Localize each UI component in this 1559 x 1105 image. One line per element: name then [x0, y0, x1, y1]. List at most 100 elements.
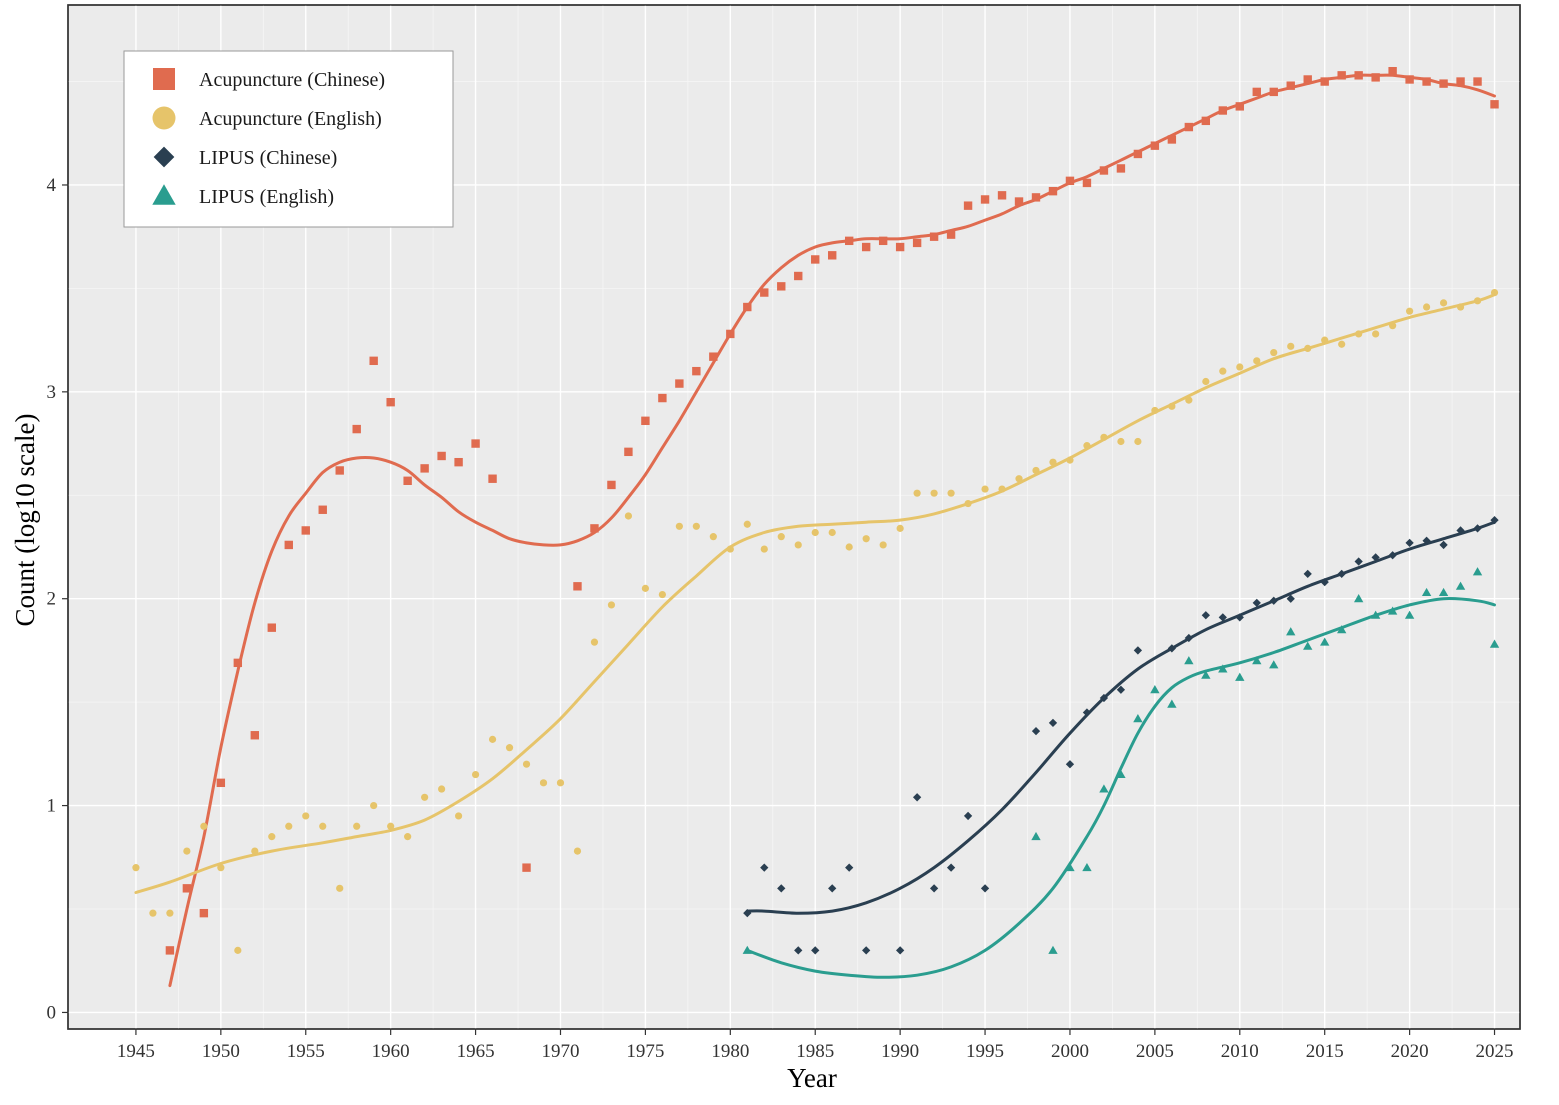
- point-acupuncture-chinese: [318, 505, 327, 514]
- point-acupuncture-english: [658, 590, 666, 599]
- point-acupuncture-chinese: [794, 271, 803, 281]
- point-acupuncture-chinese: [861, 242, 871, 252]
- point-acupuncture-english: [319, 822, 327, 830]
- trend-line-lipus-english: [745, 597, 1496, 979]
- point-acupuncture-chinese: [963, 201, 973, 210]
- point-lipus-chinese: [811, 946, 820, 955]
- point-lipus-english: [1455, 581, 1466, 590]
- point-acupuncture-english: [1287, 342, 1295, 350]
- trend-line-acupuncture-english: [134, 293, 1496, 894]
- point-acupuncture-english: [624, 512, 633, 520]
- point-acupuncture-english: [1049, 458, 1057, 466]
- point-lipus-chinese: [777, 884, 786, 893]
- point-acupuncture-english: [743, 520, 751, 528]
- point-lipus-chinese: [1456, 526, 1465, 535]
- point-lipus-chinese: [845, 863, 854, 872]
- point-lipus-chinese: [1201, 611, 1210, 620]
- point-acupuncture-english: [675, 522, 683, 530]
- point-acupuncture-english: [1185, 396, 1193, 404]
- point-acupuncture-english: [811, 528, 819, 537]
- point-lipus-chinese: [1388, 551, 1397, 560]
- plot-border: [67, 4, 1521, 1030]
- point-acupuncture-chinese: [182, 884, 192, 893]
- point-acupuncture-chinese: [352, 424, 361, 434]
- point-lipus-chinese: [946, 863, 956, 872]
- data-points: [132, 66, 1500, 955]
- point-acupuncture-chinese: [216, 778, 226, 788]
- point-lipus-chinese: [896, 946, 905, 955]
- point-acupuncture-chinese: [437, 451, 446, 461]
- point-lipus-chinese: [1337, 569, 1346, 579]
- x-tick-label: 1960: [372, 1041, 410, 1062]
- point-acupuncture-chinese: [1422, 77, 1431, 86]
- point-acupuncture-english: [692, 522, 700, 530]
- legend-key-lipus-english: [152, 184, 176, 205]
- point-lipus-chinese: [1371, 553, 1380, 562]
- point-acupuncture-chinese: [250, 731, 260, 740]
- point-acupuncture-english: [149, 909, 157, 917]
- point-acupuncture-chinese: [777, 282, 786, 291]
- axes: 1945 1950 1955 1960 1965 1970 1975 1980 1985 1990…: [47, 175, 1514, 1062]
- x-tick-label: 1980: [711, 1041, 749, 1062]
- point-lipus-chinese: [760, 863, 769, 872]
- point-acupuncture-chinese: [1337, 71, 1346, 80]
- point-acupuncture-chinese: [1235, 102, 1244, 111]
- point-acupuncture-chinese: [267, 623, 276, 632]
- point-acupuncture-chinese: [980, 195, 990, 204]
- point-acupuncture-chinese: [522, 863, 531, 872]
- point-acupuncture-english: [1066, 456, 1074, 464]
- point-lipus-chinese: [1303, 569, 1312, 579]
- point-acupuncture-chinese: [573, 582, 582, 591]
- point-lipus-english: [1065, 862, 1075, 872]
- point-lipus-english: [1303, 641, 1313, 650]
- point-acupuncture-chinese: [301, 526, 310, 535]
- point-acupuncture-chinese: [1286, 81, 1295, 90]
- point-acupuncture-english: [488, 735, 497, 743]
- point-lipus-chinese: [963, 811, 973, 821]
- y-tick-label: 1: [47, 796, 57, 817]
- point-acupuncture-chinese: [1320, 77, 1329, 86]
- x-tick-label: 2015: [1306, 1041, 1344, 1062]
- point-acupuncture-chinese: [675, 379, 684, 388]
- point-acupuncture-chinese: [488, 474, 497, 483]
- point-acupuncture-english: [1490, 288, 1499, 297]
- point-acupuncture-english: [268, 833, 276, 841]
- y-tick-label: 0: [47, 1002, 57, 1023]
- point-acupuncture-english: [930, 489, 938, 497]
- point-acupuncture-english: [302, 812, 310, 820]
- point-acupuncture-chinese: [233, 658, 243, 668]
- point-lipus-english: [1438, 587, 1449, 597]
- x-tick-label: 2010: [1221, 1041, 1259, 1062]
- point-lipus-chinese: [1320, 578, 1329, 587]
- point-acupuncture-english: [1202, 377, 1210, 386]
- point-lipus-chinese: [828, 884, 837, 893]
- point-acupuncture-chinese: [641, 416, 650, 426]
- point-acupuncture-chinese: [726, 329, 735, 339]
- point-acupuncture-english: [1134, 437, 1142, 446]
- point-acupuncture-chinese: [1388, 66, 1397, 76]
- point-acupuncture-chinese: [895, 242, 905, 252]
- point-lipus-english: [1167, 699, 1177, 708]
- point-acupuncture-english: [1304, 344, 1312, 353]
- point-acupuncture-chinese: [624, 447, 633, 457]
- point-lipus-english: [1048, 945, 1058, 954]
- point-acupuncture-english: [556, 779, 565, 787]
- point-acupuncture-chinese: [165, 946, 175, 955]
- point-lipus-english: [1099, 784, 1109, 793]
- point-acupuncture-chinese: [1490, 100, 1499, 109]
- point-acupuncture-english: [454, 812, 463, 820]
- point-lipus-english: [1031, 831, 1041, 841]
- point-acupuncture-english: [1151, 406, 1159, 415]
- point-lipus-english: [1320, 637, 1330, 646]
- point-acupuncture-chinese: [997, 191, 1007, 200]
- point-acupuncture-chinese: [1473, 77, 1482, 86]
- point-acupuncture-english: [1100, 433, 1108, 441]
- point-acupuncture-chinese: [1167, 135, 1177, 144]
- point-lipus-english: [1472, 567, 1483, 576]
- point-acupuncture-chinese: [844, 236, 854, 246]
- point-lipus-chinese: [862, 946, 871, 955]
- point-acupuncture-english: [539, 779, 548, 787]
- point-acupuncture-chinese: [1218, 106, 1228, 115]
- point-acupuncture-english: [573, 847, 582, 855]
